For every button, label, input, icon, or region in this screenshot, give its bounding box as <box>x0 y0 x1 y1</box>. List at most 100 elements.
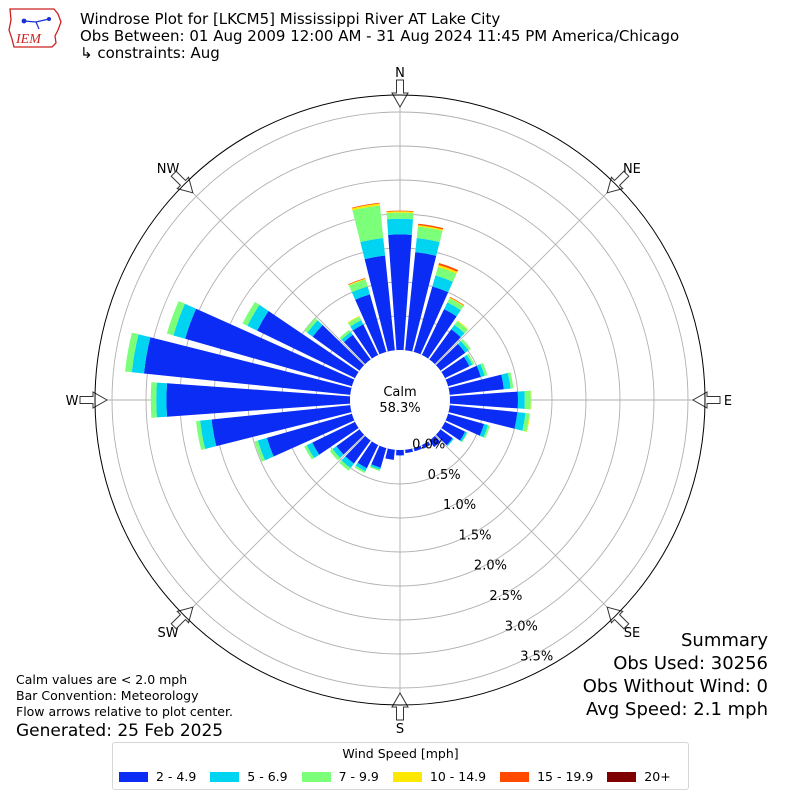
legend-items: 2 - 4.9 5 - 6.9 7 - 9.9 10 - 14.9 15 - 19.9 2… <box>113 769 688 784</box>
windrose-bar-segment <box>445 413 485 436</box>
direction-label: NE <box>623 162 641 177</box>
windrose-bar-segment <box>451 324 465 338</box>
radial-tick-label: 1.0% <box>443 498 476 513</box>
windrose-bar-segment <box>351 286 370 300</box>
direction-label: SE <box>624 626 640 641</box>
flow-arrow-icon <box>79 391 109 409</box>
windrose-bar-segment <box>312 421 359 455</box>
windrose-bar-segment <box>448 405 518 429</box>
windrose-bar-segment <box>329 448 341 461</box>
calm-circle <box>350 350 450 450</box>
windrose-bar-segment <box>386 212 414 220</box>
windrose-bar-segment <box>386 211 414 214</box>
windrose-bar-segment <box>131 334 151 374</box>
windrose-bar-segment <box>211 405 352 447</box>
plot-header: Windrose Plot for [LKCM5] Mississippi Ri… <box>80 11 679 62</box>
flow-note: Flow arrows relative to plot center. <box>16 704 233 719</box>
windrose-bar-segment <box>341 456 354 469</box>
direction-label: W <box>66 394 79 409</box>
windrose-bar-segment <box>347 315 360 324</box>
radial-tick-labels: 0.0% 0.5% 1.0% 1.5% 2.0% 2.5% 3.0% 3.5% <box>412 438 553 665</box>
windrose-bar-segment <box>370 464 381 470</box>
windrose-bar-segment <box>185 308 355 387</box>
windrose-bar-segment <box>156 382 167 418</box>
summary-title: Summary <box>681 630 768 651</box>
windrose-bar-segment <box>339 329 351 340</box>
legend-label: 10 - 14.9 <box>429 769 487 784</box>
legend-entry: 2 - 4.9 <box>119 769 196 784</box>
windrose-bar-segment <box>429 435 441 448</box>
plot-title: Windrose Plot for [LKCM5] Mississippi Ri… <box>80 10 501 28</box>
obs-without-wind: Obs Without Wind: 0 <box>582 676 768 697</box>
windrose-bar-segment <box>405 448 414 454</box>
windrose-bar-segment <box>341 331 353 343</box>
windrose-bar-segment <box>421 309 457 359</box>
legend-label: 5 - 6.9 <box>247 769 288 784</box>
windrose-bar-segment <box>413 445 422 452</box>
windrose-bar-segment <box>304 317 318 333</box>
windrose-bar-segment <box>514 412 526 431</box>
windrose-bar-segment <box>242 301 260 326</box>
grid-spoke <box>184 184 365 365</box>
legend-entry: 15 - 19.9 <box>500 769 593 784</box>
windrose-bar-segment <box>347 316 362 327</box>
windrose-bar-segment <box>429 329 461 365</box>
windrose-bar-segment <box>355 462 367 472</box>
windrose-bar-segment <box>254 440 265 462</box>
windrose-bar-segment <box>266 413 355 457</box>
windrose-bar-segment <box>435 429 453 446</box>
legend-swatch <box>500 771 530 782</box>
logo-text: IEM <box>15 32 42 47</box>
windrose-bar-segment <box>526 413 531 432</box>
windrose-bar-segment <box>441 356 470 379</box>
legend-entry: 20+ <box>607 769 671 784</box>
windrose-bar-segment <box>444 302 461 317</box>
radial-tick-label: 2.5% <box>489 589 522 604</box>
windrose-bar-segment <box>173 303 197 339</box>
windrose-bar-segment <box>357 441 379 469</box>
windrose-bar-segment <box>438 262 459 272</box>
legend-label: 2 - 4.9 <box>156 769 197 784</box>
radial-tick-label: 3.0% <box>505 619 538 634</box>
windrose-bar-segment <box>386 210 414 212</box>
windrose-bar-segment <box>352 324 379 359</box>
legend-swatch <box>607 771 637 782</box>
windrose-bar-segment <box>371 445 387 468</box>
legend-swatch <box>301 771 331 782</box>
flow-arrow-icon <box>606 606 630 630</box>
generated-date: Generated: 25 Feb 2025 <box>16 721 224 741</box>
windrose-bar-segment <box>307 320 323 337</box>
windrose-bar-segment <box>459 431 467 442</box>
legend-title: Wind Speed [mph] <box>342 746 459 761</box>
calm-value: 58.3% <box>379 401 420 416</box>
windrose-bar-segment <box>447 298 464 311</box>
windrose-bar-segment <box>385 448 395 460</box>
windrose-bar-segment <box>421 441 431 449</box>
windrose-bar-segment <box>522 412 530 432</box>
windrose-bar-segment <box>125 332 139 373</box>
windrose-bar-segment <box>480 362 488 376</box>
windrose-bar-segment <box>369 466 381 471</box>
bar-convention: Bar Convention: Meteorology <box>16 688 199 703</box>
grid-spoke <box>435 184 616 365</box>
windrose-bar-segment <box>336 429 365 455</box>
grid-spoke <box>184 435 365 616</box>
windrose-bars <box>125 202 532 474</box>
windrose-bar-segment <box>351 203 380 211</box>
flow-arrow-icon <box>170 606 194 630</box>
windrose-bar-segment <box>460 339 471 351</box>
windrose-bar-segment <box>306 442 320 459</box>
windrose-bar-segment <box>332 446 344 458</box>
windrose-bar-segment <box>437 264 458 274</box>
windrose-bar-segment <box>387 218 413 235</box>
windrose-bar-segment <box>348 279 368 293</box>
windrose-bar-segment <box>364 255 395 352</box>
windrose-bar-segment <box>350 320 364 331</box>
legend-label: 20+ <box>644 769 671 784</box>
windrose-bar-segment <box>343 334 371 365</box>
windrose-bar-segment <box>304 445 315 460</box>
radial-tick-label: 1.5% <box>458 528 491 543</box>
windrose-bar-segment <box>445 365 481 387</box>
windrose-bar-segment <box>517 391 525 409</box>
